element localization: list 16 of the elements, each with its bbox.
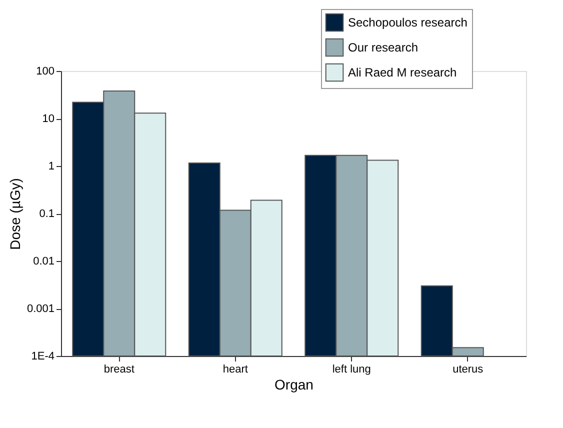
y-tick-label: 1 [48, 160, 54, 172]
y-tick-label: 10 [42, 113, 54, 125]
legend-label: Ali Raed M research [348, 66, 457, 80]
legend-label: Our research [348, 40, 418, 54]
legend-label: Sechopoulos research [348, 16, 468, 30]
x-tick-label: left lung [332, 364, 371, 376]
y-tick-label: 0.001 [26, 303, 54, 315]
y-tick-label: 0.01 [33, 256, 54, 268]
x-tick-label: breast [104, 364, 134, 376]
x-tick-label: heart [222, 364, 248, 376]
y-axis-title: Dose (µGy) [6, 178, 23, 250]
x-tick-label: uterus [452, 364, 484, 376]
x-axis-title: Organ [274, 376, 314, 392]
y-tick-label: 1E-4 [31, 350, 54, 362]
y-tick-label: 100 [36, 66, 54, 78]
y-tick-label: 0.1 [39, 208, 54, 220]
